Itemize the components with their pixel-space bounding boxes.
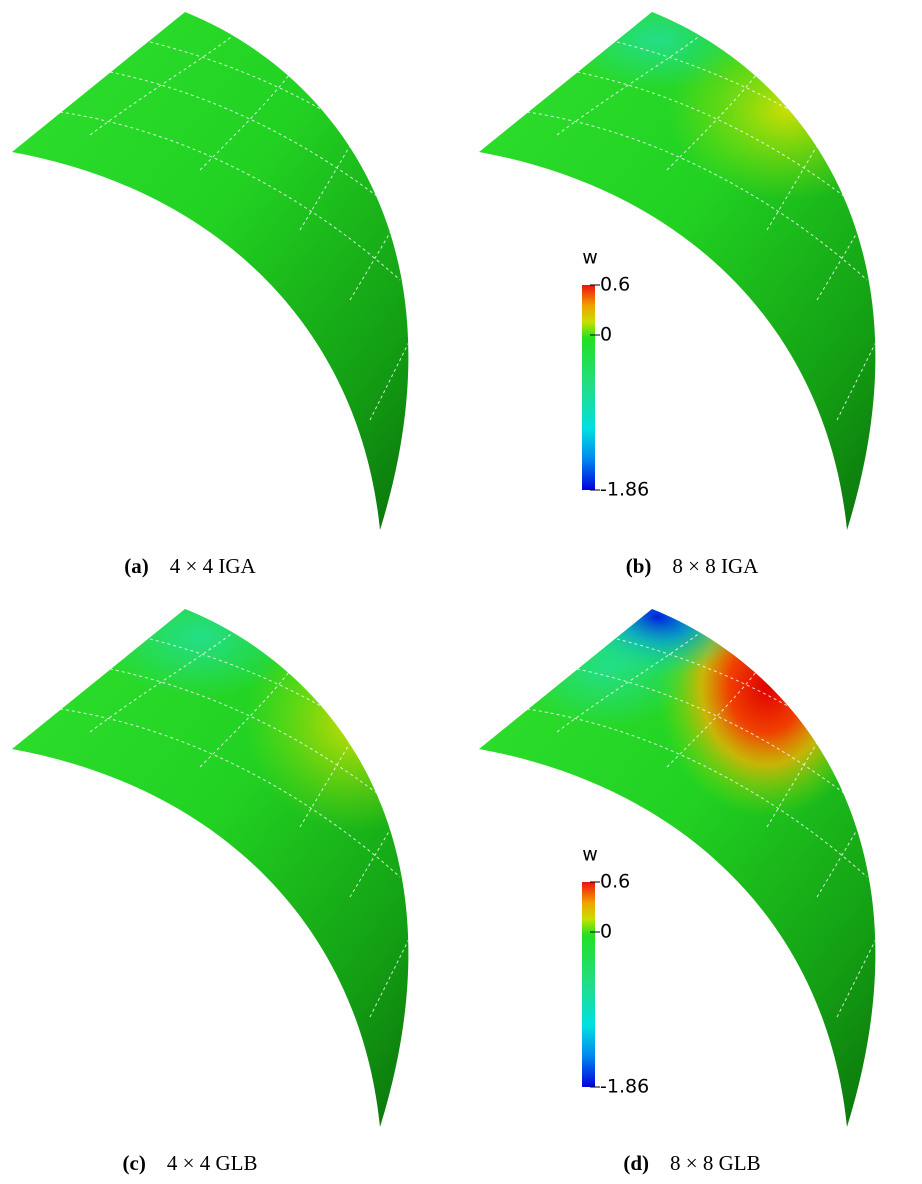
caption: (c) 4 × 4 GLB bbox=[123, 1151, 258, 1175]
colorbar-title: w bbox=[582, 247, 598, 269]
mesh-line bbox=[299, 696, 376, 828]
caption: (d) 8 × 8 GLB bbox=[623, 1151, 760, 1175]
field-blob bbox=[517, 609, 697, 727]
colorbar bbox=[582, 285, 595, 490]
colorbar-title: w bbox=[582, 844, 598, 866]
mesh-line bbox=[526, 111, 868, 281]
panel: (a) 4 × 4 IGA bbox=[12, 12, 409, 578]
mesh-line bbox=[59, 111, 401, 281]
mesh-line bbox=[89, 626, 241, 733]
caption-text: 4 × 4 GLB bbox=[167, 1151, 258, 1175]
mesh-line bbox=[616, 41, 876, 201]
panel: (b) 8 × 8 IGA w0.6 0 -1.86 bbox=[479, 12, 876, 578]
mesh-line bbox=[616, 638, 876, 798]
caption-text: 8 × 8 IGA bbox=[672, 554, 759, 578]
caption-text: 8 × 8 GLB bbox=[670, 1151, 761, 1175]
caption-label: (d) bbox=[623, 1151, 649, 1175]
panel: (d) 8 × 8 GLB w0.6 0 -1.86 bbox=[479, 609, 876, 1175]
mesh-line bbox=[526, 708, 868, 878]
caption-label: (a) bbox=[124, 554, 149, 578]
colorbar-tick-label: 0 bbox=[600, 921, 612, 943]
mesh-line bbox=[59, 708, 401, 878]
caption: (b) 8 × 8 IGA bbox=[626, 554, 759, 578]
colorbar-tick-label: -1.86 bbox=[600, 479, 649, 501]
mesh-line bbox=[666, 656, 768, 768]
mesh-line bbox=[666, 59, 768, 171]
caption-label: (c) bbox=[123, 1151, 146, 1175]
colorbar-tick-label: 0 bbox=[600, 324, 612, 346]
colorbar-tick-label: -1.86 bbox=[600, 1076, 649, 1098]
mesh-line bbox=[199, 59, 301, 171]
mesh-line bbox=[556, 29, 708, 136]
mesh-line bbox=[199, 656, 301, 768]
colorbar-tick-label: 0.6 bbox=[600, 274, 630, 296]
mesh-line bbox=[299, 99, 376, 231]
mesh-line bbox=[149, 41, 409, 201]
mesh-line bbox=[89, 29, 241, 136]
caption-text: 4 × 4 IGA bbox=[170, 554, 257, 578]
mesh-line bbox=[766, 696, 843, 828]
mesh-line bbox=[766, 99, 843, 231]
mesh-line bbox=[556, 626, 708, 733]
panel: (c) 4 × 4 GLB bbox=[12, 609, 409, 1175]
field-blob bbox=[245, 612, 409, 832]
field-blob bbox=[100, 609, 300, 697]
colorbar-tick-label: 0.6 bbox=[600, 871, 630, 893]
caption-label: (b) bbox=[626, 554, 652, 578]
colorbar bbox=[582, 882, 595, 1087]
mesh-line bbox=[149, 638, 409, 798]
surface bbox=[12, 12, 409, 530]
caption: (a) 4 × 4 IGA bbox=[124, 554, 256, 578]
